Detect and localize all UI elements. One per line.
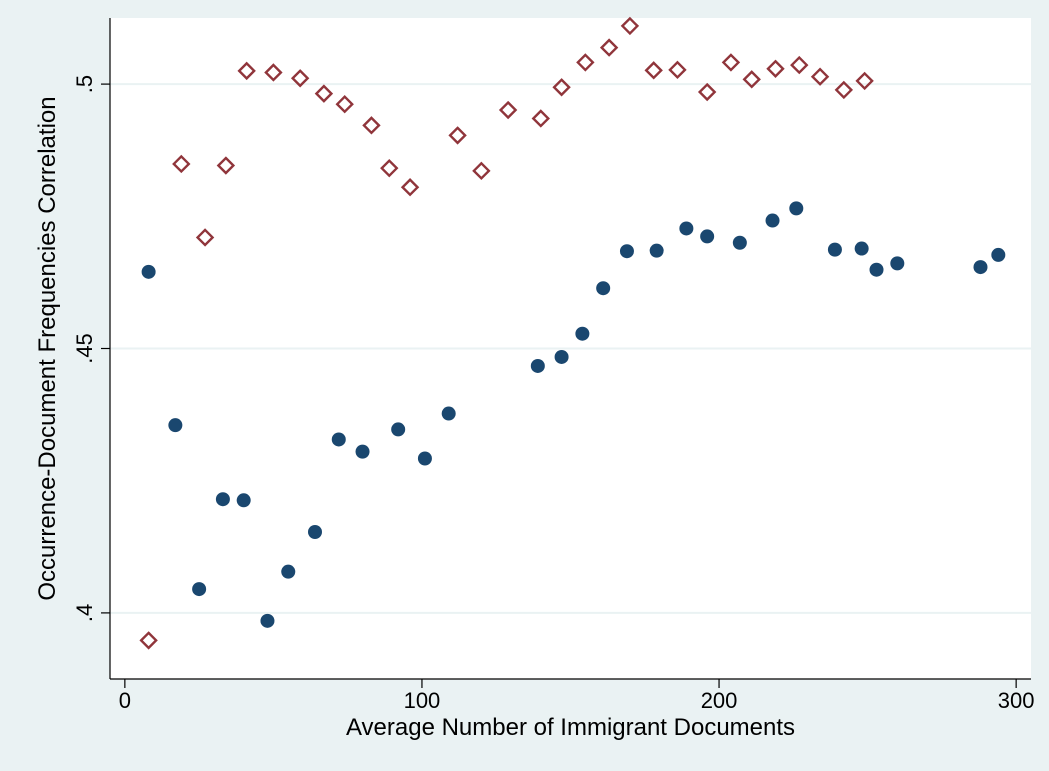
data-point-diamond: [362, 116, 381, 135]
data-point-circle: [854, 241, 869, 256]
x-tick-label: 0: [119, 688, 131, 713]
data-point-circle: [168, 418, 183, 433]
data-point-circle: [192, 582, 207, 597]
data-point-diamond: [668, 60, 687, 80]
data-point-circle: [991, 247, 1006, 262]
data-point-diamond: [448, 126, 467, 145]
data-point-circle: [554, 349, 569, 364]
x-tick-label: 300: [998, 688, 1035, 713]
data-point-circle: [215, 492, 230, 507]
data-point-circle: [619, 244, 634, 259]
y-tick-label: .5: [72, 75, 97, 93]
data-point-circle: [391, 422, 406, 437]
data-point-diamond: [855, 71, 874, 91]
data-point-diamond: [810, 67, 830, 86]
data-point-circle: [575, 326, 590, 341]
data-point-circle: [827, 242, 842, 257]
data-point-diamond: [400, 178, 420, 197]
data-point-circle: [732, 235, 747, 250]
data-point-diamond: [834, 80, 854, 100]
x-axis-title: Average Number of Immigrant Documents: [346, 714, 795, 741]
data-point-diamond: [472, 161, 491, 181]
data-point-diamond: [644, 61, 663, 80]
data-point-diamond: [697, 82, 717, 102]
data-point-circle: [331, 432, 346, 447]
data-point-circle: [307, 524, 322, 539]
data-point-diamond: [139, 631, 158, 650]
data-point-diamond: [380, 158, 399, 178]
data-point-circle: [679, 221, 694, 236]
data-point-diamond: [314, 84, 334, 103]
data-point-circle: [890, 256, 905, 271]
data-point-circle: [973, 260, 988, 275]
data-point-circle: [281, 564, 296, 579]
gridlines: [110, 83, 1031, 614]
data-point-diamond: [264, 63, 283, 82]
data-points: [139, 16, 1006, 650]
x-axis-ticks: 0 100 200 300: [119, 679, 1035, 713]
y-tick-label: .45: [72, 333, 97, 364]
data-point-diamond: [620, 16, 640, 36]
x-tick-label: 200: [701, 688, 738, 713]
data-point-circle: [869, 262, 884, 277]
y-axis-title: Occurrence-Document Frequencies Correlat…: [34, 96, 61, 600]
data-point-diamond: [172, 154, 191, 174]
data-point-diamond: [721, 53, 741, 72]
data-point-diamond: [237, 61, 256, 81]
data-point-diamond: [216, 156, 236, 175]
data-point-circle: [141, 264, 156, 279]
data-point-diamond: [531, 109, 550, 128]
data-point-circle: [765, 213, 780, 228]
y-axis-ticks: .4 .45 .5: [72, 75, 110, 622]
y-tick-label: .4: [72, 604, 97, 622]
data-point-diamond: [290, 69, 310, 88]
data-point-diamond: [790, 55, 809, 75]
data-point-circle: [441, 406, 456, 421]
data-point-diamond: [195, 228, 215, 247]
data-point-circle: [649, 243, 664, 258]
data-point-diamond: [576, 53, 595, 72]
data-point-diamond: [552, 78, 571, 97]
data-point-diamond: [742, 70, 761, 89]
data-point-diamond: [599, 38, 619, 57]
data-point-diamond: [498, 100, 518, 120]
data-point-diamond: [335, 94, 354, 114]
data-point-circle: [700, 229, 715, 244]
data-point-circle: [236, 493, 251, 508]
data-point-circle: [355, 444, 370, 459]
data-point-circle: [596, 281, 611, 296]
data-point-diamond: [766, 59, 785, 78]
data-point-circle: [789, 201, 804, 216]
data-point-circle: [530, 358, 545, 373]
x-tick-label: 100: [404, 688, 441, 713]
data-point-circle: [417, 451, 432, 466]
data-point-circle: [260, 613, 275, 628]
